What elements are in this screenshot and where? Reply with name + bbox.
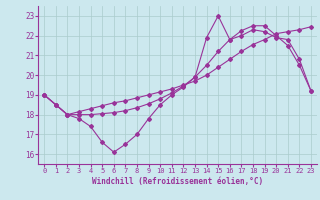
- X-axis label: Windchill (Refroidissement éolien,°C): Windchill (Refroidissement éolien,°C): [92, 177, 263, 186]
